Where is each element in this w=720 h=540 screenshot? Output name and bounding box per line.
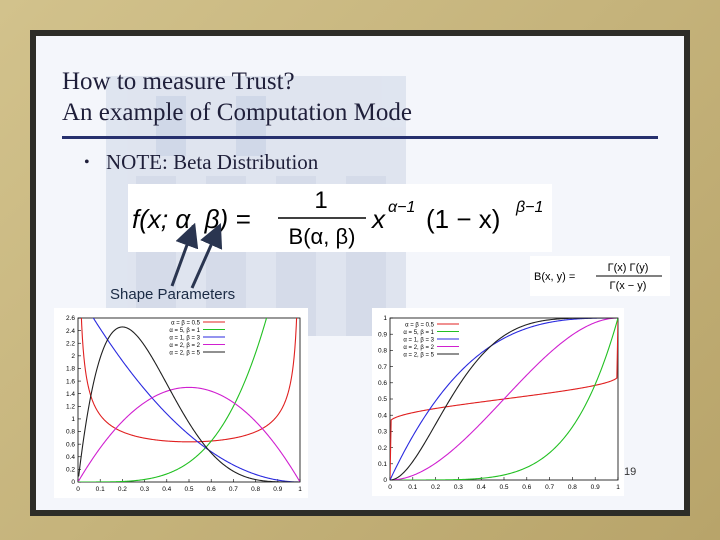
x-tick-label: 0.7 (545, 484, 554, 491)
slide: How to measure Trust? An example of Comp… (36, 36, 684, 510)
series-line-green (78, 318, 268, 482)
legend-label: α = 2, β = 2 (403, 345, 434, 351)
small-formula-numerator: Γ(x) Γ(y) (608, 262, 649, 274)
x-tick-label: 0.2 (118, 486, 127, 493)
legend-label: α = 2, β = 5 (403, 353, 434, 359)
bullet-icon: • (84, 154, 90, 171)
bullet-text: NOTE: Beta Distribution (106, 150, 319, 174)
x-tick-label: 0.8 (251, 486, 260, 493)
title-line-1: How to measure Trust? (62, 68, 295, 95)
x-tick-label: 0.8 (568, 484, 577, 491)
slide-title: How to measure Trust? An example of Comp… (62, 66, 662, 128)
legend-label: α = 1, β = 3 (403, 338, 434, 344)
legend-label: α = β = 0.5 (405, 323, 435, 329)
x-tick-label: 0.9 (273, 486, 282, 493)
x-tick-label: 0.6 (207, 486, 216, 493)
y-tick-label: 2.2 (66, 340, 75, 347)
pdf-chart: 0 0.1 0.2 0.3 0.4 0.5 0.6 0.7 0.8 0.9 1 0 0.2 0.4 0.6 0… (54, 308, 308, 498)
series-line-magenta (78, 386, 300, 482)
x-tick-label: 0 (388, 484, 392, 491)
y-tick-label: 0.8 (66, 429, 75, 436)
legend-label: α = 5, β = 1 (169, 328, 200, 334)
y-tick-label: 0.1 (378, 461, 387, 468)
shape-parameters-label: Shape Parameters (110, 286, 236, 303)
x-tick-label: 0.7 (229, 486, 238, 493)
y-tick-label: 0.4 (378, 412, 387, 419)
legend-label: α = β = 0.5 (171, 321, 201, 327)
page-number: 19 (624, 466, 637, 478)
title-divider (62, 136, 658, 139)
series-line-magenta (390, 318, 618, 480)
formula-exp2: β−1 (515, 199, 543, 216)
y-tick-label: 0.3 (378, 429, 387, 436)
x-tick-label: 0 (76, 486, 80, 493)
y-tick-label: 1.2 (66, 404, 75, 411)
x-tick-label: 1 (298, 486, 302, 493)
x-tick-label: 0.3 (140, 486, 149, 493)
y-tick-label: 1 (71, 416, 75, 423)
formula-numerator: 1 (314, 187, 327, 214)
y-tick-label: 0.6 (378, 380, 387, 387)
cdf-chart: 0 0.1 0.2 0.3 0.4 0.5 0.6 0.7 0.8 0.9 1 0 0.1 0.2 0.3 0… (372, 308, 624, 496)
x-tick-label: 0.1 (408, 484, 417, 491)
y-tick-label: 2.4 (66, 328, 75, 335)
x-tick-label: 0.5 (184, 486, 193, 493)
y-tick-label: 0.8 (378, 348, 387, 355)
series-line-black (390, 318, 618, 480)
y-tick-label: 0.9 (378, 331, 387, 338)
x-tick-label: 0.4 (162, 486, 171, 493)
y-tick-label: 0.7 (378, 364, 387, 371)
y-tick-label: 0.2 (378, 445, 387, 452)
beta-pdf-formula-svg: f(x; α, β) = 1 B(α, β) x α−1 (1 − x) β−1 (132, 187, 543, 249)
beta-function-formula-svg: B(x, y) = Γ(x) Γ(y) Γ(x − y) (534, 262, 662, 292)
legend-label: α = 2, β = 2 (169, 343, 200, 349)
y-tick-label: 0.4 (66, 454, 75, 461)
plot-area (77, 317, 301, 483)
x-tick-label: 0.5 (499, 484, 508, 491)
x-tick-label: 0.3 (454, 484, 463, 491)
title-line-2: An example of Computation Mode (62, 99, 412, 126)
series-line-blue (92, 318, 300, 482)
formula-x: x (370, 204, 386, 234)
y-tick-label: 1.6 (66, 378, 75, 385)
small-formula-lhs: B(x, y) = (534, 271, 575, 283)
y-tick-label: 0 (383, 477, 387, 484)
x-tick-label: 0.1 (96, 486, 105, 493)
series-line-green (390, 318, 618, 480)
pdf-chart-svg: 0 0.1 0.2 0.3 0.4 0.5 0.6 0.7 0.8 0.9 1 0 0.2 0.4 0.6 0… (66, 315, 302, 493)
y-tick-label: 1 (383, 315, 387, 322)
small-formula-denominator: Γ(x − y) (610, 280, 647, 292)
x-tick-label: 0.4 (477, 484, 486, 491)
formula-denominator: B(α, β) (289, 224, 356, 249)
beta-function-formula: B(x, y) = Γ(x) Γ(y) Γ(x − y) (530, 256, 670, 296)
y-tick-label: 1.8 (66, 366, 75, 373)
y-tick-label: 0.2 (66, 467, 75, 474)
y-tick-label: 0.6 (66, 441, 75, 448)
beta-arrow (190, 223, 223, 289)
alpha-arrow (170, 222, 199, 287)
formula-paren: (1 − x) (426, 204, 500, 234)
y-tick-label: 0.5 (378, 396, 387, 403)
legend-label: α = 5, β = 1 (403, 330, 434, 336)
y-tick-label: 2 (71, 353, 75, 360)
cdf-chart-svg: 0 0.1 0.2 0.3 0.4 0.5 0.6 0.7 0.8 0.9 1 0 0.1 0.2 0.3 0… (378, 315, 620, 491)
beta-pdf-formula: f(x; α, β) = 1 B(α, β) x α−1 (1 − x) β−1 (128, 184, 552, 252)
x-tick-label: 0.2 (431, 484, 440, 491)
legend-label: α = 1, β = 3 (169, 336, 200, 342)
y-tick-label: 2.6 (66, 315, 75, 322)
x-tick-label: 1 (616, 484, 620, 491)
shape-parameter-arrows (170, 222, 223, 289)
series-line-red (80, 318, 298, 443)
x-tick-label: 0.9 (591, 484, 600, 491)
formula-exp1: α−1 (388, 199, 415, 216)
legend-label: α = 2, β = 5 (169, 351, 200, 357)
series-line-blue (390, 318, 618, 480)
y-tick-label: 0 (71, 479, 75, 486)
x-tick-label: 0.6 (522, 484, 531, 491)
series-line-black (78, 326, 300, 482)
y-tick-label: 1.4 (66, 391, 75, 398)
